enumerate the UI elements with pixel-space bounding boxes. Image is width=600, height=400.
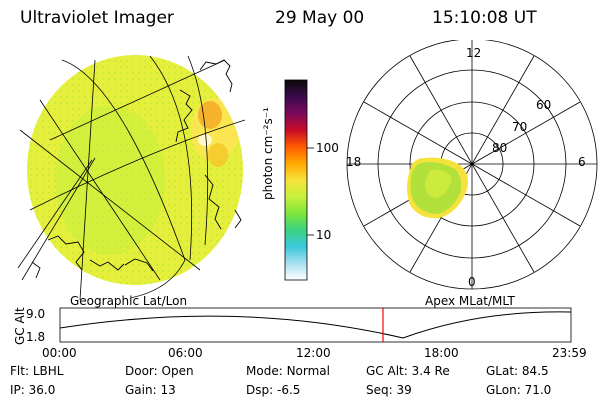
glon-field: GLon: 71.0 xyxy=(486,383,552,397)
mlt-label-12: 12 xyxy=(466,46,482,60)
auroral-oval xyxy=(407,157,468,219)
dsp-field: Dsp: -6.5 xyxy=(246,383,301,397)
ip-field: IP: 36.0 xyxy=(10,383,56,397)
xtick-0000: 00:00 xyxy=(42,346,77,360)
polar-plot xyxy=(346,40,598,290)
flt-field: Flt: LBHL xyxy=(10,364,64,378)
coastlines xyxy=(31,59,242,279)
xtick-0600: 06:00 xyxy=(168,346,203,360)
altitude-ytick-low: 1.8 xyxy=(26,330,46,344)
seq-field: Seq: 39 xyxy=(366,383,412,397)
altitude-ylabel: GC Alt xyxy=(13,307,27,345)
mlat-label-70: 70 xyxy=(512,120,528,134)
door-field: Door: Open xyxy=(125,364,194,378)
mlt-label-18: 18 xyxy=(346,155,362,169)
altitude-plot xyxy=(59,307,572,343)
globe-image xyxy=(17,55,246,300)
gain-field: Gain: 13 xyxy=(125,383,176,397)
instrument-title: Ultraviolet Imager xyxy=(20,8,174,28)
mlt-label-0: 0 xyxy=(468,275,476,289)
altitude-curve xyxy=(59,311,572,339)
xtick-1200: 12:00 xyxy=(296,346,331,360)
xtick-1800: 18:00 xyxy=(424,346,459,360)
gc-alt-field: GC Alt: 3.4 Re xyxy=(366,364,450,378)
colorbar-label: photon cm⁻²s⁻¹ xyxy=(261,107,275,200)
colorbar-tick-10: 10 xyxy=(316,228,332,242)
mlat-label-60: 60 xyxy=(536,98,552,112)
globe-panel-label: Geographic Lat/Lon xyxy=(70,294,188,308)
colorbar-tick-100: 100 xyxy=(316,141,339,155)
altitude-ytick-high: 9.0 xyxy=(26,307,46,321)
mlt-label-6: 6 xyxy=(578,155,586,169)
colorbar xyxy=(284,79,314,281)
xtick-2359: 23:59 xyxy=(552,346,587,360)
mode-field: Mode: Normal xyxy=(246,364,330,378)
glat-field: GLat: 84.5 xyxy=(486,364,549,378)
polar-panel-label: Apex MLat/MLT xyxy=(425,294,515,308)
geographic-grid xyxy=(17,55,246,300)
date-label: 29 May 00 xyxy=(275,8,365,28)
mlat-label-80: 80 xyxy=(492,141,508,155)
time-label: 15:10:08 UT xyxy=(432,8,537,28)
